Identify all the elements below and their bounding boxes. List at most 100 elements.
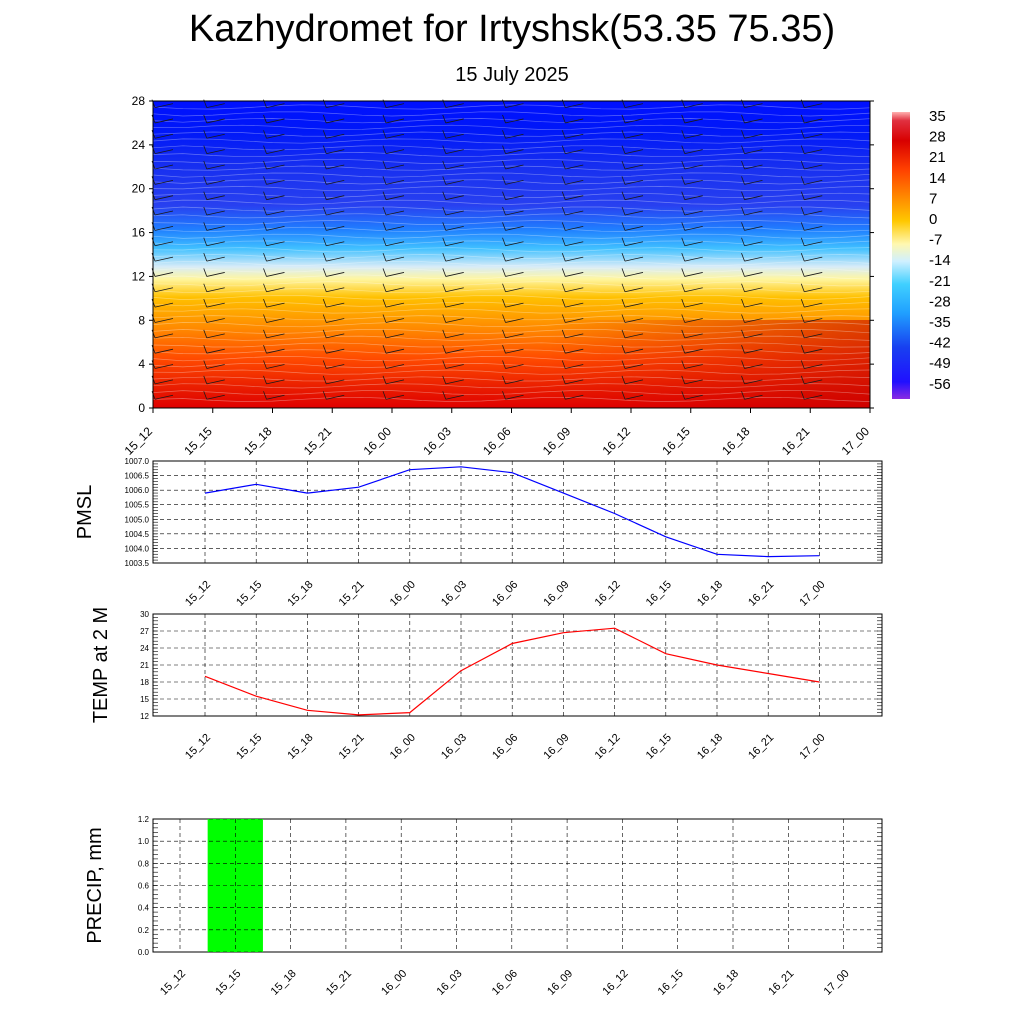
wind-barb	[505, 179, 524, 185]
wind-barb-flag	[203, 345, 208, 354]
chart-title: Kazhydromet for Irtyshsk(53.35 75.35)	[188, 8, 836, 50]
wind-barb	[206, 287, 225, 293]
x-tick-label: 15_18	[269, 968, 299, 998]
wind-barb	[565, 179, 584, 185]
wind-barb	[266, 195, 285, 201]
wind-barb	[206, 272, 225, 277]
wind-barb	[744, 133, 763, 139]
wind-barb	[684, 333, 703, 339]
wind-barb-flag	[800, 191, 805, 200]
colorbar-label: -14	[929, 252, 951, 269]
y-tick-label: 1.2	[138, 815, 150, 824]
y-tick-label: 1006.0	[125, 486, 150, 495]
wind-barb	[266, 348, 285, 354]
wind-barb	[624, 302, 644, 308]
wind-barb	[804, 179, 823, 185]
wind-barb	[624, 225, 644, 231]
wind-barb	[624, 149, 644, 155]
wind-barb	[804, 302, 823, 308]
wind-barb	[206, 103, 225, 108]
wind-barb-flag	[741, 314, 745, 323]
wind-barb	[744, 256, 763, 262]
wind-barb-flag	[322, 222, 327, 231]
wind-barb-flag	[621, 160, 626, 170]
wind-barb-flag	[621, 329, 626, 338]
colorbar-label: -42	[929, 335, 951, 352]
colorbar-label: 7	[929, 190, 937, 207]
wind-barb-flag	[800, 160, 805, 170]
wind-barb	[505, 256, 524, 262]
colorbar-label: 35	[929, 108, 946, 125]
wind-barb	[624, 103, 644, 108]
wind-barb-flag	[561, 191, 566, 200]
wind-barb	[445, 103, 464, 108]
wind-barb	[505, 318, 524, 323]
wind-barb	[266, 287, 285, 293]
wind-barb-flag	[263, 329, 267, 338]
wind-barb	[266, 210, 285, 216]
wind-barb-flag	[681, 375, 686, 385]
wind-barb	[744, 195, 763, 201]
x-tick-label: 15_21	[337, 579, 367, 609]
wind-barb-flag	[203, 391, 208, 400]
wind-barb	[624, 179, 644, 185]
x-tick-label: 15_12	[158, 968, 188, 998]
wind-barb-flag	[442, 130, 447, 139]
wind-barb-flag	[263, 176, 267, 185]
wind-barb-flag	[442, 375, 447, 385]
wind-barb	[804, 241, 823, 247]
wind-barb	[804, 133, 823, 139]
wind-barb	[624, 333, 644, 339]
wind-barb	[206, 394, 225, 400]
wind-barb-flag	[263, 391, 267, 400]
wind-barb	[565, 133, 584, 139]
wind-barb-flag	[382, 298, 387, 308]
wind-barb-flag	[681, 345, 686, 354]
x-tick-label: 16_06	[480, 424, 514, 458]
wind-barb-flag	[502, 298, 506, 308]
wind-barb	[385, 179, 405, 185]
y-tick-label: 1006.5	[125, 472, 150, 481]
wind-barb-flag	[741, 160, 745, 170]
wind-barb	[154, 195, 174, 201]
heatmap-y-axis: 0 4 8 12 16 20 24 28	[132, 94, 874, 415]
wind-barb-flag	[203, 237, 208, 246]
wind-barb-flag	[502, 237, 506, 246]
wind-barb	[744, 210, 763, 216]
y-tick-label: 24	[132, 138, 146, 152]
wind-barb	[505, 287, 524, 293]
wind-barb-flag	[382, 237, 387, 246]
wind-barb-flag	[442, 237, 447, 246]
y-tick-label: 0	[138, 401, 145, 415]
wind-barb-flag	[322, 360, 327, 369]
wind-barb	[154, 364, 174, 369]
wind-barb	[206, 118, 225, 124]
wind-barb-flag	[322, 191, 327, 200]
wind-barb	[266, 103, 285, 108]
wind-barb	[624, 195, 644, 201]
wind-barb-flag	[502, 145, 506, 154]
wind-barb-flag	[263, 145, 267, 154]
colorbar-labels: 35 28 21 14 7 0 -7 -14 -21 -28 -35 -42 -49 -56	[929, 108, 951, 393]
wind-barb	[744, 287, 763, 293]
wind-barb-flag	[322, 345, 327, 354]
x-tick-label: 16_21	[766, 968, 796, 998]
wind-barb-flag	[502, 160, 506, 170]
x-tick-label: 15_12	[183, 579, 213, 609]
wind-barb	[624, 394, 644, 400]
wind-barb	[505, 195, 524, 201]
wind-barb	[385, 149, 405, 155]
wind-barb	[206, 241, 225, 247]
contour-line	[152, 254, 871, 259]
x-tick-label: 17_00	[797, 732, 827, 762]
wind-barb-flag	[263, 222, 267, 231]
contour-line	[152, 281, 871, 287]
wind-barb	[744, 302, 763, 308]
wind-barb-flag	[681, 252, 686, 262]
wind-barb	[385, 133, 405, 139]
contour-line	[152, 233, 871, 239]
wind-barb-flag	[263, 130, 267, 139]
x-tick-label: 15_21	[337, 732, 367, 762]
wind-barb-flag	[382, 160, 387, 170]
wind-barb-flag	[442, 222, 447, 231]
